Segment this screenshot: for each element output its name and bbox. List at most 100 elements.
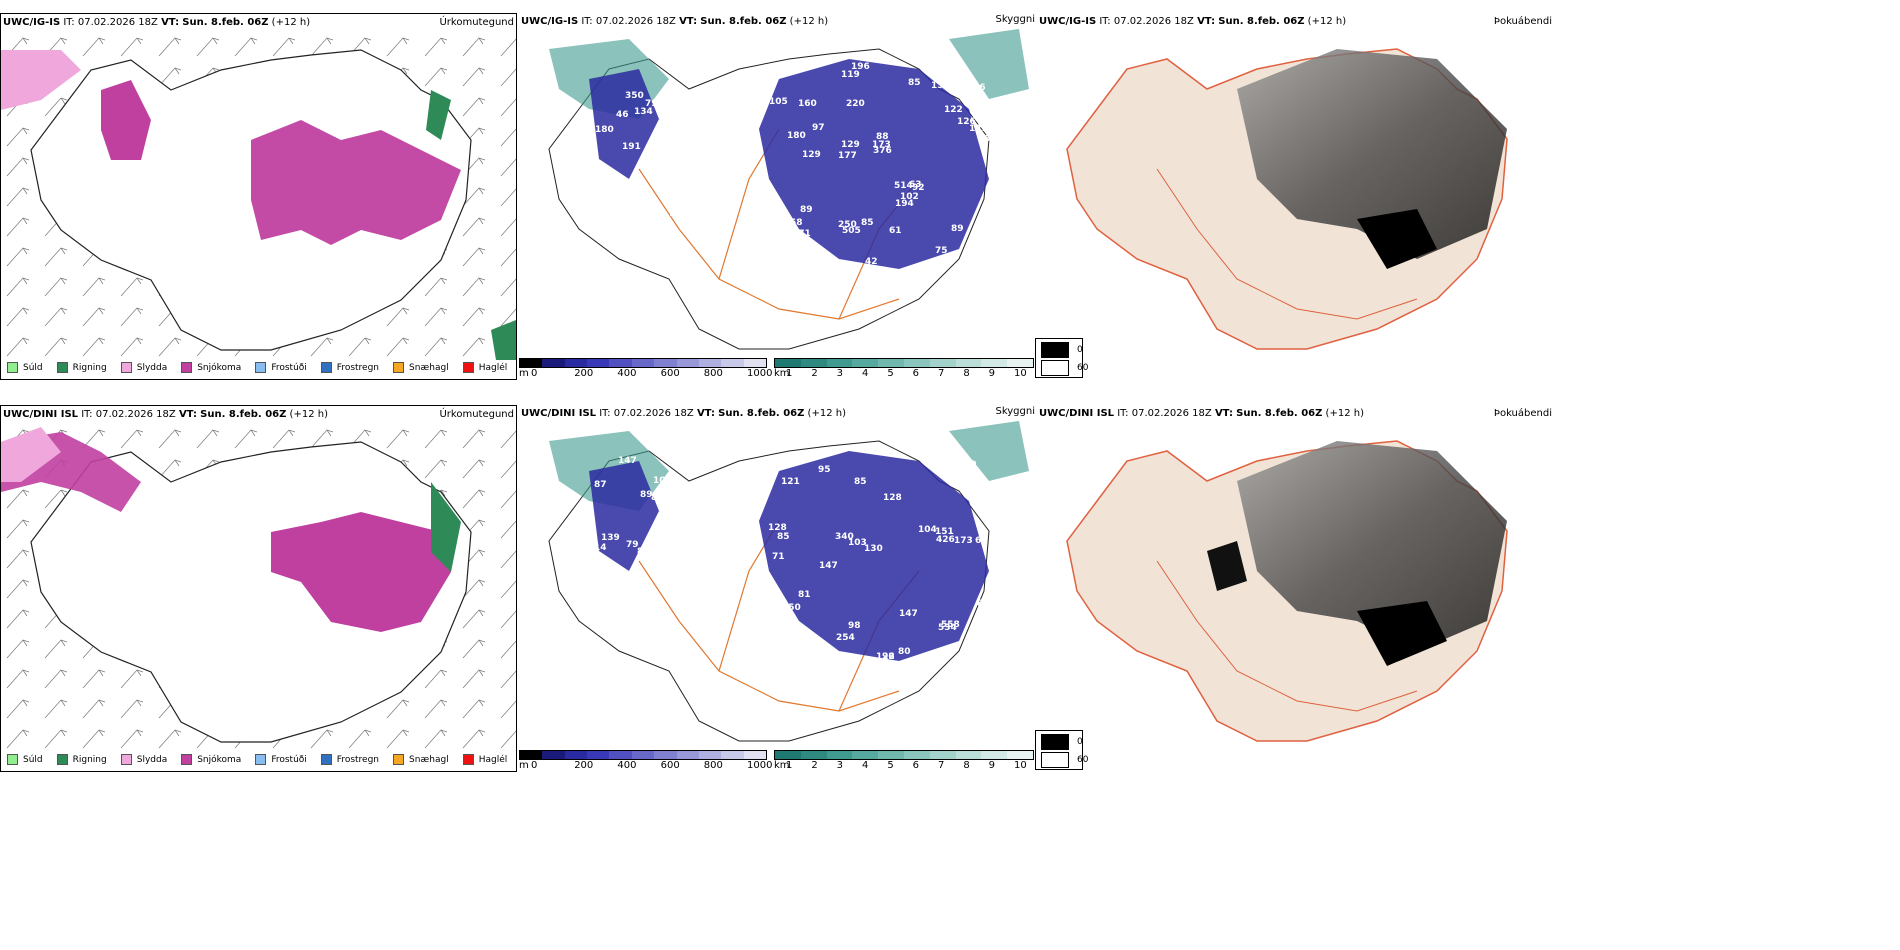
cloud-panel-row1: UWC/IG-IS IT: 07.02.2026 18Z VT: Sun. 8.… (1035, 13, 1554, 380)
colorbar-cell (698, 359, 722, 367)
colorbar-cell (775, 751, 801, 759)
colorbar-unit: m (519, 760, 529, 771)
visibility-point-label: 58 (790, 218, 803, 228)
visibility-point-label: 85 (854, 477, 867, 487)
legend-swatch (393, 754, 405, 765)
visibility-point-label: 147 (819, 561, 838, 571)
colorbar-cell (852, 359, 879, 367)
visibility-point-label: 180 (787, 131, 806, 141)
colorbar-tick: 800 (703, 368, 723, 379)
colorbar-cell (631, 751, 655, 759)
colorbar-tick: 4 (862, 760, 869, 771)
legend-swatch (56, 362, 68, 373)
legend-item: Haglél (462, 362, 507, 373)
visibility-point-label: 85 (977, 599, 990, 609)
colorbar-tick: 9 (988, 368, 996, 379)
visibility-point-label: 89 (640, 490, 653, 500)
colorbar-cell (542, 359, 565, 367)
visibility-title-row2: UWC/DINI ISL IT: 07.02.2026 18Z VT: Sun.… (521, 408, 846, 419)
visibility-point-label: 147 (899, 609, 918, 619)
visibility-point-label: 180 (595, 125, 614, 135)
visibility-point-label: 87 (594, 480, 607, 490)
colorbar-cell (1007, 359, 1033, 367)
visibility-point-label: 128 (768, 523, 787, 533)
cloud-legend-item: 0 (1041, 734, 1083, 750)
legend-swatch (56, 754, 68, 765)
visibility-product-row2: Skyggni (995, 406, 1035, 417)
m-colorbar (519, 750, 767, 760)
visibility-point-label: 194 (895, 199, 914, 209)
cloud-legend-item: 0 (1041, 342, 1083, 358)
colorbar-cell (698, 751, 722, 759)
visibility-point-label: 177 (838, 151, 857, 161)
colorbar-cell (743, 751, 766, 759)
cloud-legend-item: 60 (1041, 360, 1088, 376)
visibility-point-label: 376 (873, 146, 892, 156)
visibility-panel-row1: 150 180 10 191 79 135 350 134 88 46 346 271 220 88 92 1… (519, 13, 1036, 380)
colorbar-cell (826, 751, 853, 759)
colorbar-tick: 1000 (747, 368, 773, 379)
legend-swatch (462, 362, 474, 373)
ptype-map-row2 (1, 422, 516, 752)
cloud-legend-row1: 0 60 (1035, 338, 1088, 378)
colorbar-cell (955, 359, 982, 367)
legend-swatch (255, 754, 267, 765)
colorbar-tick: 5 (887, 368, 894, 379)
visibility-point-label: 50 (771, 634, 784, 644)
visibility-point-label: 118 (766, 211, 785, 221)
visibility-map-svg: 1501801019179135350134884634627122088921… (548, 29, 1029, 350)
legend-swatch (181, 754, 193, 765)
visibility-point-label: 122 (876, 652, 895, 662)
visibility-point-label: 97 (812, 123, 825, 133)
legend-item: Frostregn (320, 362, 379, 373)
visibility-point-label: 14 (594, 543, 607, 553)
colorbar-cell (775, 359, 801, 367)
ptype-title-row2: UWC/DINI ISL IT: 07.02.2026 18Z VT: Sun.… (3, 409, 328, 420)
cloud-product-row1: Þokuábendi (1493, 16, 1552, 27)
visibility-map-row1: 150 180 10 191 79 135 350 134 88 46 346 271 220 88 92 1… (519, 29, 1036, 359)
ptype-panel-row2: UWC/DINI ISL IT: 07.02.2026 18Z VT: Sun.… (0, 405, 517, 772)
snow-area-nw (101, 80, 151, 160)
legend-item: Snjókoma (181, 362, 241, 373)
visibility-point-label: 426 (936, 535, 955, 545)
legend-item: Frostregn (320, 754, 379, 765)
legend-item: Snæhagl (393, 754, 449, 765)
visibility-point-label: 254 (836, 633, 855, 643)
colorbar-cell (878, 359, 904, 367)
cloud-title-row1: UWC/IG-IS IT: 07.02.2026 18Z VT: Sun. 8.… (1039, 16, 1347, 27)
colorbar-tick: 9 (988, 760, 996, 771)
colorbar-tick: 200 (574, 760, 594, 771)
colorbar-tick: 0 (531, 760, 538, 771)
visibility-point-label: 105 (769, 97, 788, 107)
visibility-point-label: 96 (882, 652, 895, 662)
colorbar-cell (826, 359, 853, 367)
colorbar-tick: 7 (938, 368, 945, 379)
colorbar-cell (852, 751, 879, 759)
colorbar-unit: m (519, 368, 529, 379)
legend-swatch (462, 754, 474, 765)
low-vis-m-west (589, 461, 659, 571)
colorbar-tick: 2 (811, 368, 818, 379)
colorbar-cell (564, 359, 588, 367)
visibility-point-label: 59 (822, 653, 835, 663)
road-network (1156, 168, 1418, 320)
legend-item: Rigning (56, 754, 107, 765)
colorbar-cell (743, 359, 766, 367)
legend-swatch (255, 362, 267, 373)
visibility-point-label: 66 (975, 536, 988, 546)
ptype-map-svg (1, 422, 516, 752)
legend-swatch (7, 362, 18, 373)
colorbar-tick: 600 (660, 760, 680, 771)
legend-item: Slydda (120, 754, 167, 765)
visibility-point-label: 88 (598, 178, 611, 188)
dense-fog-area-west (1207, 541, 1247, 591)
visibility-point-label: 89 (951, 224, 964, 234)
legend-item: Rigning (56, 362, 107, 373)
snow-area (271, 512, 451, 632)
visibility-point-label: 75 (935, 246, 948, 256)
visibility-point-label: 42 (865, 257, 878, 267)
visibility-map-row2: 147 101 92 79 82 139 87 83 14 89 130 100 95 147 122 96 9… (519, 421, 1036, 751)
visibility-point-label: 128 (883, 493, 902, 503)
